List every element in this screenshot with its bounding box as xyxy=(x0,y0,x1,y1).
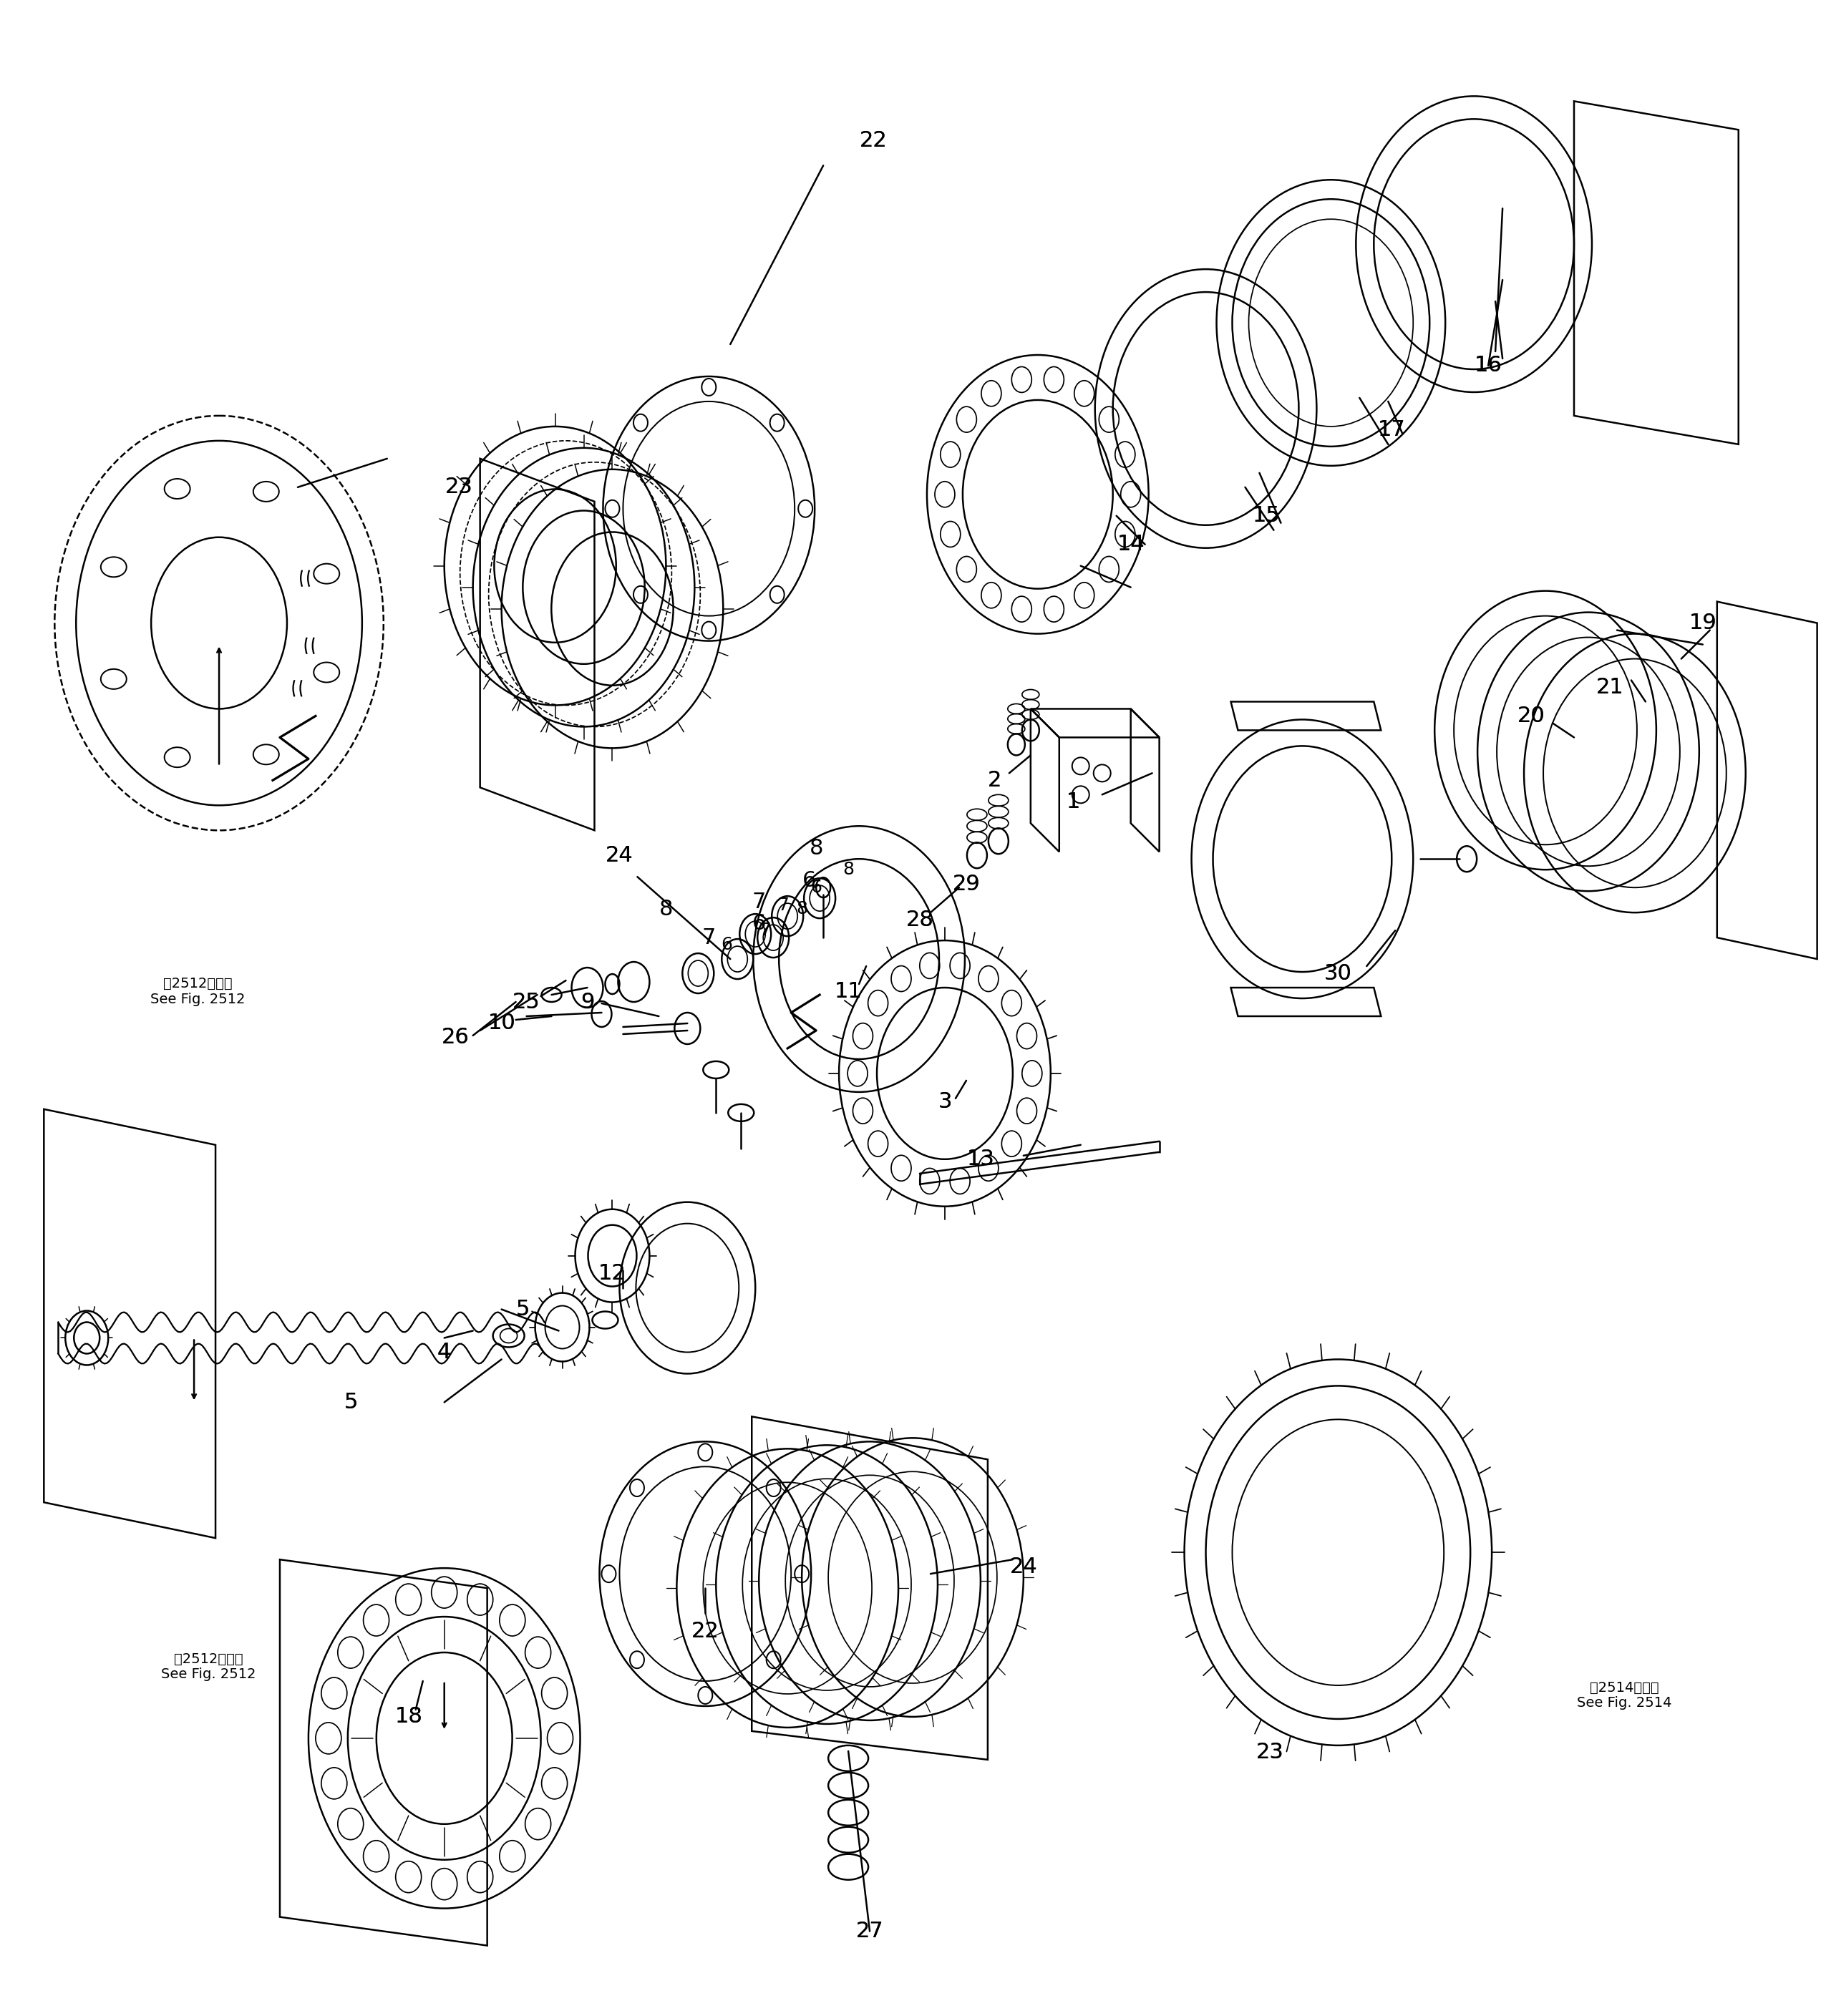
Text: 9: 9 xyxy=(581,992,593,1012)
Text: 23: 23 xyxy=(446,478,473,498)
Text: 6: 6 xyxy=(721,935,732,954)
Text: 3: 3 xyxy=(939,1091,951,1113)
Text: 3: 3 xyxy=(939,1091,951,1113)
Text: 24: 24 xyxy=(606,845,634,865)
Text: 13: 13 xyxy=(966,1149,995,1169)
Text: 15: 15 xyxy=(1253,506,1280,526)
Text: 8: 8 xyxy=(809,839,824,859)
Text: 4: 4 xyxy=(438,1343,451,1363)
Text: 17: 17 xyxy=(1379,419,1406,439)
Text: 6: 6 xyxy=(811,879,822,897)
Text: 24: 24 xyxy=(1010,1556,1037,1577)
Text: 22: 22 xyxy=(860,131,887,151)
Text: 15: 15 xyxy=(1253,506,1280,526)
Text: 20: 20 xyxy=(1517,706,1545,726)
Text: 21: 21 xyxy=(1596,677,1623,698)
Text: 16: 16 xyxy=(1474,355,1503,377)
Text: 7: 7 xyxy=(752,891,765,911)
Text: 26: 26 xyxy=(442,1028,469,1048)
Text: 1: 1 xyxy=(1066,792,1081,812)
Text: 1: 1 xyxy=(1066,792,1081,812)
Text: 16: 16 xyxy=(1474,355,1503,377)
Text: 7: 7 xyxy=(778,897,789,913)
Text: 6: 6 xyxy=(752,913,765,933)
Text: 2: 2 xyxy=(988,770,1002,790)
Text: 7: 7 xyxy=(760,921,772,939)
Text: 8: 8 xyxy=(659,899,674,919)
Text: 21: 21 xyxy=(1596,677,1623,698)
Text: 23: 23 xyxy=(1256,1742,1284,1762)
Text: 8: 8 xyxy=(796,901,807,917)
Text: 5: 5 xyxy=(517,1298,530,1320)
Text: 22: 22 xyxy=(692,1621,719,1641)
Text: 12: 12 xyxy=(599,1264,626,1284)
Text: 12: 12 xyxy=(599,1264,626,1284)
Text: 29: 29 xyxy=(953,873,981,895)
Text: 30: 30 xyxy=(1324,964,1351,984)
Text: 7: 7 xyxy=(701,927,716,948)
Text: 24: 24 xyxy=(606,845,634,865)
Text: 19: 19 xyxy=(1689,613,1716,633)
Text: 23: 23 xyxy=(446,478,473,498)
Text: 11: 11 xyxy=(834,982,862,1002)
Text: 第2512図参照
See Fig. 2512: 第2512図参照 See Fig. 2512 xyxy=(161,1651,256,1681)
Text: 10: 10 xyxy=(488,1012,515,1034)
Text: 第2514図参照
See Fig. 2514: 第2514図参照 See Fig. 2514 xyxy=(1576,1681,1671,1710)
Text: 20: 20 xyxy=(1517,706,1545,726)
Text: 28: 28 xyxy=(906,909,933,929)
Text: 11: 11 xyxy=(834,982,862,1002)
Text: 24: 24 xyxy=(1010,1556,1037,1577)
Text: 5: 5 xyxy=(345,1391,358,1413)
Text: 27: 27 xyxy=(856,1921,884,1941)
Text: 14: 14 xyxy=(1118,534,1145,554)
Text: 22: 22 xyxy=(692,1621,719,1641)
Text: 25: 25 xyxy=(513,992,540,1012)
Text: 27: 27 xyxy=(856,1921,884,1941)
Text: 18: 18 xyxy=(394,1706,422,1728)
Text: 26: 26 xyxy=(442,1028,469,1048)
Text: 5: 5 xyxy=(517,1298,530,1320)
Text: 4: 4 xyxy=(438,1343,451,1363)
Text: 28: 28 xyxy=(906,909,933,929)
Text: 第2512図参照
See Fig. 2512: 第2512図参照 See Fig. 2512 xyxy=(150,976,245,1006)
Text: 19: 19 xyxy=(1689,613,1716,633)
Text: 22: 22 xyxy=(860,131,887,151)
Text: 9: 9 xyxy=(581,992,593,1012)
Text: 8: 8 xyxy=(842,861,855,879)
Text: 18: 18 xyxy=(394,1706,422,1728)
Text: 23: 23 xyxy=(1256,1742,1284,1762)
Text: 30: 30 xyxy=(1324,964,1351,984)
Text: 6: 6 xyxy=(802,871,816,891)
Text: 25: 25 xyxy=(513,992,540,1012)
Text: 13: 13 xyxy=(966,1149,995,1169)
Text: 17: 17 xyxy=(1379,419,1406,439)
Text: 5: 5 xyxy=(345,1391,358,1413)
Text: 10: 10 xyxy=(488,1012,515,1034)
Text: 2: 2 xyxy=(988,770,1002,790)
Text: 14: 14 xyxy=(1118,534,1145,554)
Text: 29: 29 xyxy=(953,873,981,895)
